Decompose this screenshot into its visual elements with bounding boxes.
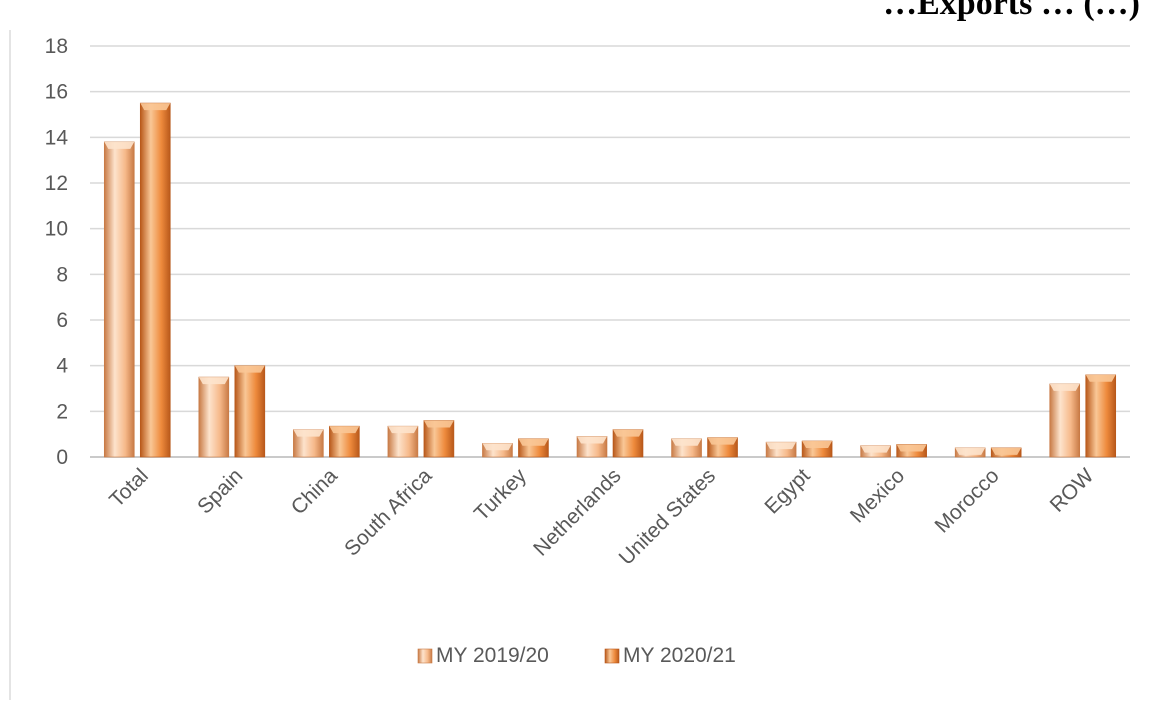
legend-label: MY 2019/20 <box>436 644 549 667</box>
legend-label: MY 2020/21 <box>623 644 736 667</box>
x-tick-label: Spain <box>193 464 247 518</box>
bar-spain-series-1 <box>198 376 230 458</box>
bar-cap <box>423 420 454 428</box>
bar-total-series-2 <box>139 102 171 458</box>
bar-cap <box>140 103 171 111</box>
bar-cap <box>802 441 833 449</box>
bar-cap <box>387 426 418 434</box>
x-tick-label: United States <box>615 464 720 569</box>
y-tick-label: 12 <box>45 172 68 195</box>
bar-cap <box>518 438 549 446</box>
y-tick-label: 4 <box>56 355 68 378</box>
y-tick-label: 14 <box>45 126 69 149</box>
x-tick-label: Total <box>105 464 153 512</box>
x-tick-label: Turkey <box>470 464 531 525</box>
bar-cap <box>329 426 360 434</box>
bar-cap <box>707 437 738 445</box>
bar-cap <box>613 429 643 437</box>
y-tick-label: 10 <box>45 218 68 241</box>
bar-cap <box>482 443 513 451</box>
legend: MY 2019/20 MY 2020/21 <box>417 644 736 667</box>
y-tick-label: 2 <box>56 400 68 423</box>
bar-spain-series-2 <box>234 365 266 458</box>
y-axis-tick-labels: 0 2 4 6 8 10 12 14 16 18 <box>45 35 69 469</box>
y-tick-label: 18 <box>45 35 68 58</box>
bar-row-series-1 <box>1049 383 1081 458</box>
x-tick-label: Egypt <box>760 464 814 518</box>
bar-cap <box>671 438 702 446</box>
bars <box>103 102 1117 458</box>
bar-cap <box>198 377 229 385</box>
y-tick-label: 6 <box>56 309 68 332</box>
x-tick-label: Netherlands <box>529 464 625 560</box>
legend-swatch <box>417 648 433 664</box>
bar-cap <box>1049 383 1080 391</box>
x-tick-label: China <box>287 464 342 519</box>
x-tick-label: Mexico <box>846 464 909 527</box>
legend-swatch <box>604 648 620 664</box>
bar-cap <box>896 444 927 452</box>
y-tick-label: 0 <box>56 446 68 469</box>
bar-cap <box>991 447 1022 455</box>
bar-row-series-2 <box>1085 374 1117 458</box>
x-tick-label: ROW <box>1046 464 1099 517</box>
y-tick-label: 8 <box>56 263 68 286</box>
bar-cap <box>234 365 265 373</box>
chart-title: …Exports … (…) <box>883 0 1140 22</box>
bar-cap <box>860 445 891 453</box>
bar-cap <box>293 429 324 437</box>
bar-cap <box>577 436 607 444</box>
bar-cap <box>104 141 135 149</box>
bar-cap <box>955 447 986 455</box>
x-tick-label: South Africa <box>340 464 437 561</box>
bar-cap <box>1085 374 1116 382</box>
bar-total-series-1 <box>103 141 135 458</box>
y-tick-label: 16 <box>45 81 68 104</box>
x-tick-label: Morocco <box>931 464 1004 537</box>
bar-cap <box>766 442 797 450</box>
